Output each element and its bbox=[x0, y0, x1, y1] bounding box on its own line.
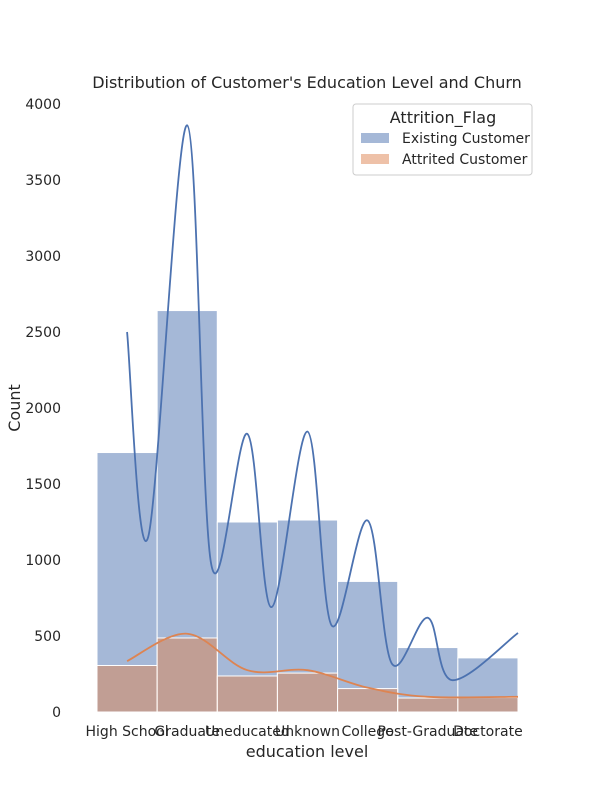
y-axis-label: Count bbox=[5, 384, 24, 432]
bar-attrited-2 bbox=[216, 675, 278, 713]
x-tick-label: College bbox=[342, 724, 394, 740]
y-tick-label: 3000 bbox=[25, 249, 61, 265]
x-tick-label: Doctorate bbox=[453, 724, 523, 740]
x-tick-label: Uneducated bbox=[205, 724, 290, 740]
x-axis-label: education level bbox=[246, 742, 369, 761]
y-tick-label: 4000 bbox=[25, 97, 61, 113]
x-tick-label: High School bbox=[86, 724, 169, 740]
y-tick-label: 3500 bbox=[25, 173, 61, 189]
bar-attrited-3 bbox=[276, 672, 339, 713]
x-tick-label: Unknown bbox=[275, 724, 340, 740]
y-tick-label: 1500 bbox=[25, 477, 61, 493]
y-tick-label: 500 bbox=[34, 629, 61, 645]
legend-swatch-existing bbox=[361, 133, 389, 143]
y-tick-label: 0 bbox=[52, 705, 61, 721]
legend-label-existing: Existing Customer bbox=[402, 131, 530, 147]
bar-attrited-6 bbox=[457, 697, 519, 713]
bar-attrited-0 bbox=[96, 664, 158, 713]
legend-title: Attrition_Flag bbox=[390, 108, 497, 128]
legend-frame bbox=[352, 103, 533, 176]
y-tick-label: 2000 bbox=[25, 401, 61, 417]
x-tick-label: Graduate bbox=[154, 724, 220, 740]
bar-attrited-1 bbox=[156, 637, 218, 713]
chart-title: Distribution of Customer's Education Lev… bbox=[92, 73, 522, 92]
legend-swatch-attrited bbox=[361, 154, 389, 164]
legend-label-attrited: Attrited Customer bbox=[402, 152, 528, 168]
y-axis-ticks: 0 500 1000 1500 2000 2500 3000 3500 4000 bbox=[25, 97, 61, 721]
x-tick-label: Post-Graduate bbox=[378, 724, 478, 740]
kde-line-existing bbox=[126, 124, 519, 681]
bars-attrited-customer bbox=[96, 637, 519, 713]
kde-line-attrited bbox=[126, 632, 519, 699]
y-tick-label: 2500 bbox=[25, 325, 61, 341]
legend: Attrition_Flag Existing Customer Attrite… bbox=[352, 103, 533, 176]
kde-lines bbox=[126, 124, 519, 699]
bar-attrited-5 bbox=[397, 697, 459, 713]
y-tick-label: 1000 bbox=[25, 553, 61, 569]
